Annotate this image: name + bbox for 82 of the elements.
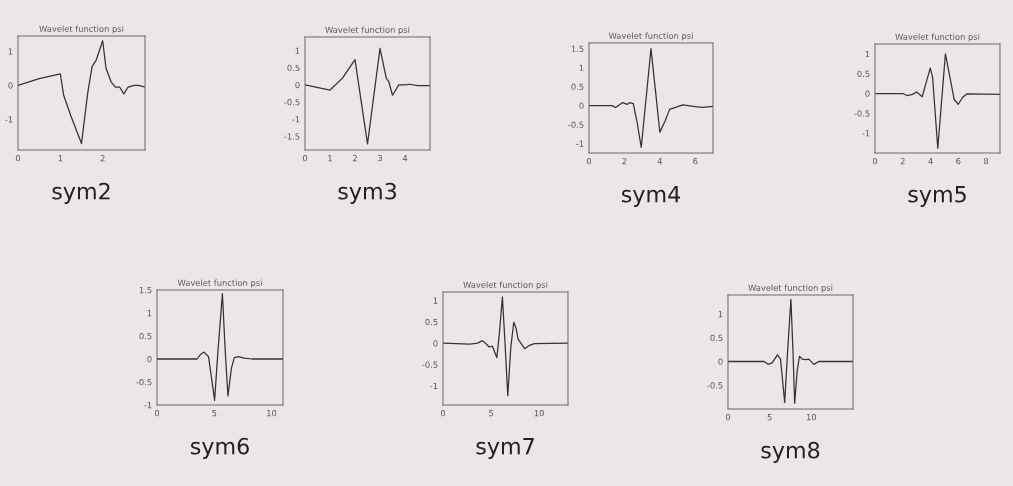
line-series bbox=[728, 298, 853, 404]
chart-title: Wavelet function psi bbox=[748, 284, 833, 293]
x-axis-title: sym2 bbox=[52, 182, 110, 204]
y-tick-label: 1.5 bbox=[571, 45, 584, 52]
chart-title: Wavelet function psi bbox=[39, 25, 124, 34]
line-series bbox=[18, 40, 145, 145]
y-tick-label: 0.5 bbox=[710, 334, 723, 342]
y-tick-label: 1.5 bbox=[139, 287, 152, 294]
y-tick-label: 0.5 bbox=[425, 318, 438, 326]
y-tick-label: 0.5 bbox=[571, 83, 584, 90]
x-tick-label: 2 bbox=[622, 158, 627, 165]
x-axis-title: sym7 bbox=[476, 438, 534, 459]
x-tick-label: 0 bbox=[15, 155, 21, 162]
y-tick-label: 0 bbox=[295, 81, 300, 89]
x-tick-label: 0 bbox=[725, 414, 731, 421]
y-tick-label: 1 bbox=[579, 64, 584, 71]
chart-title: Wavelet function psi bbox=[895, 33, 980, 42]
y-tick-label: 1 bbox=[295, 47, 300, 54]
y-tick-label: 1 bbox=[433, 297, 438, 304]
x-tick-label: 2 bbox=[900, 158, 905, 165]
y-tick-label: 0.5 bbox=[139, 332, 152, 340]
y-tick-label: -1 bbox=[576, 140, 584, 147]
x-tick-label: 5 bbox=[489, 410, 493, 417]
y-tick-label: -0.5 bbox=[707, 382, 723, 389]
x-tick-label: 2 bbox=[100, 155, 105, 162]
y-tick-label: -1 bbox=[292, 116, 300, 123]
y-tick-label: 0 bbox=[147, 355, 152, 363]
x-tick-label: 5 bbox=[767, 414, 772, 421]
x-tick-label: 5 bbox=[212, 410, 217, 417]
x-tick-label: 4 bbox=[928, 158, 933, 165]
x-axis-title: sym8 bbox=[761, 441, 820, 463]
chart-title: Wavelet function psi bbox=[177, 279, 262, 288]
chart-title: Wavelet function psi bbox=[325, 26, 410, 35]
line-series bbox=[443, 296, 568, 397]
y-tick-label: 0 bbox=[8, 82, 13, 89]
y-tick-label: 0.5 bbox=[287, 64, 300, 72]
x-tick-label: 10 bbox=[534, 410, 544, 417]
x-tick-label: 0 bbox=[302, 155, 308, 162]
x-tick-label: 4 bbox=[402, 155, 408, 162]
chart-title: Wavelet function psi bbox=[463, 281, 548, 290]
x-axis-title: sym4 bbox=[621, 186, 681, 207]
x-tick-label: 3 bbox=[377, 155, 382, 162]
y-tick-label: -0.5 bbox=[136, 378, 152, 386]
x-tick-label: 0 bbox=[154, 410, 160, 417]
x-tick-label: 10 bbox=[806, 414, 817, 421]
x-axis-title: sym6 bbox=[190, 437, 249, 459]
x-tick-label: 2 bbox=[352, 155, 357, 162]
x-tick-label: 8 bbox=[984, 158, 989, 165]
y-tick-label: 0 bbox=[433, 340, 438, 347]
y-tick-label: -0.5 bbox=[422, 361, 438, 368]
y-tick-label: 1 bbox=[147, 310, 152, 317]
y-tick-label: 1 bbox=[865, 51, 870, 58]
y-tick-label: -0.5 bbox=[568, 121, 584, 128]
y-tick-label: 0 bbox=[579, 102, 584, 109]
y-tick-label: 0 bbox=[718, 358, 723, 365]
x-axis-title: sym3 bbox=[338, 182, 396, 204]
y-tick-label: -1.5 bbox=[284, 133, 300, 140]
x-tick-label: 0 bbox=[440, 410, 446, 417]
y-tick-label: -1 bbox=[5, 116, 13, 123]
x-tick-label: 10 bbox=[267, 410, 277, 417]
x-tick-label: 6 bbox=[956, 158, 961, 165]
y-tick-label: 0 bbox=[865, 90, 870, 97]
x-tick-label: 4 bbox=[657, 158, 663, 165]
y-tick-label: -1 bbox=[430, 382, 438, 389]
x-tick-label: 1 bbox=[328, 155, 332, 162]
y-tick-label: 1 bbox=[718, 311, 723, 318]
y-tick-label: -1 bbox=[144, 402, 152, 409]
y-tick-label: 0.5 bbox=[857, 70, 870, 78]
y-tick-label: -0.5 bbox=[854, 110, 870, 117]
x-tick-label: 0 bbox=[586, 158, 592, 165]
y-tick-label: -1 bbox=[862, 130, 870, 137]
x-axis-title: sym5 bbox=[908, 186, 966, 207]
line-series bbox=[157, 293, 283, 402]
x-tick-label: 6 bbox=[693, 158, 698, 165]
y-tick-label: 1 bbox=[8, 48, 13, 55]
line-series bbox=[875, 53, 1000, 149]
line-series bbox=[589, 48, 713, 148]
line-series bbox=[305, 47, 430, 145]
chart-title: Wavelet function psi bbox=[608, 32, 693, 41]
y-tick-label: -0.5 bbox=[284, 99, 300, 106]
x-tick-label: 0 bbox=[872, 158, 878, 165]
x-tick-label: 1 bbox=[58, 155, 63, 162]
